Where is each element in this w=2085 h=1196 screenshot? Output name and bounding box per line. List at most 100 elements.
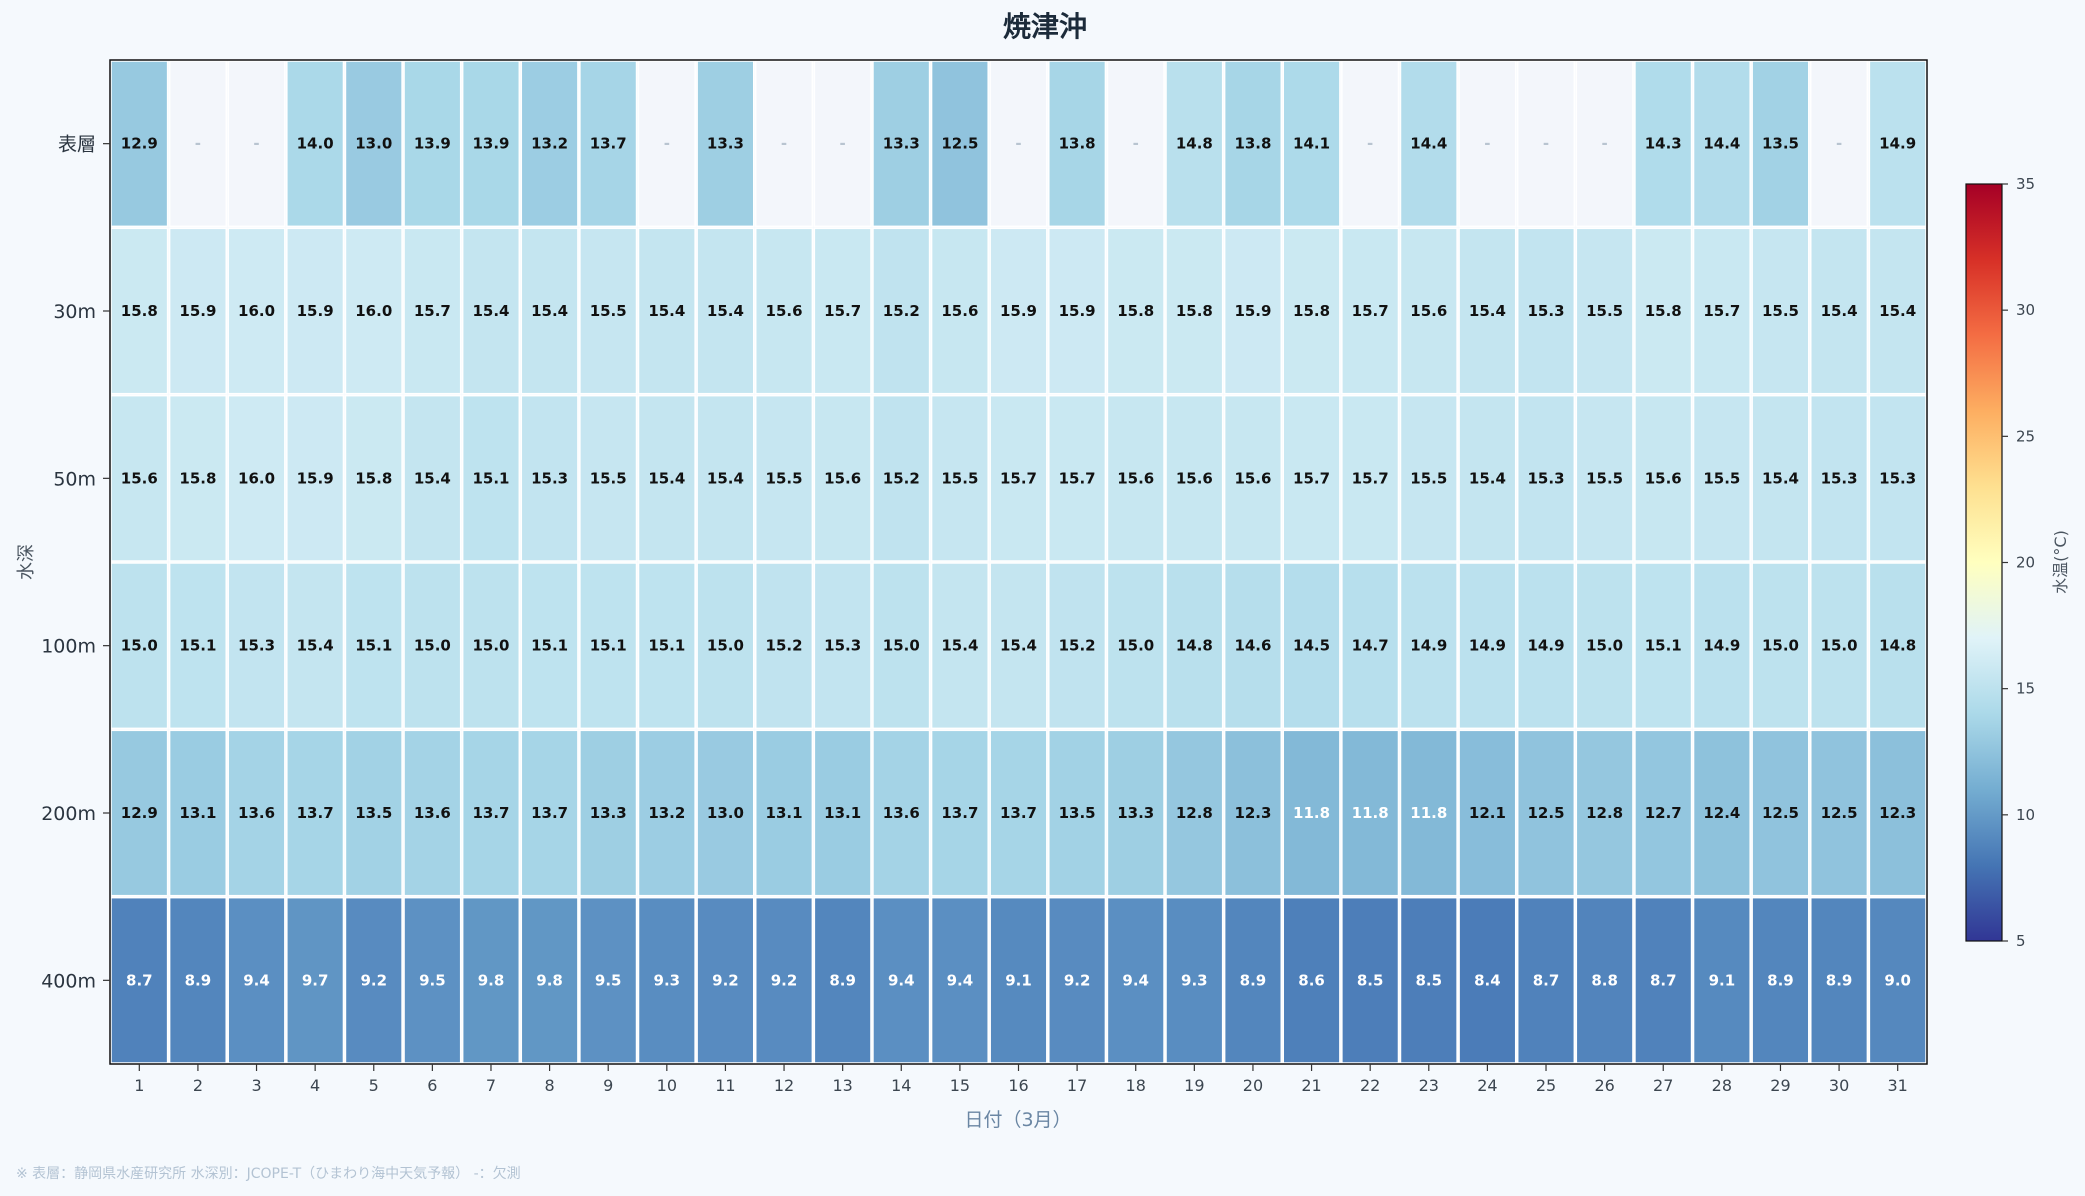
- heatmap-cell: [1516, 562, 1576, 730]
- cell-label: 13.8: [1059, 135, 1096, 153]
- cell-label: 13.3: [707, 135, 744, 153]
- heatmap-cell: [1810, 394, 1869, 562]
- cell-label: 15.6: [1410, 302, 1447, 320]
- cell-label: -: [1836, 135, 1842, 153]
- x-tick-label: 9: [603, 1076, 613, 1095]
- heatmap-cell: [1458, 227, 1517, 395]
- cell-label: 15.3: [238, 637, 275, 655]
- heatmap-cell: [1810, 562, 1869, 730]
- cell-label: 13.2: [531, 135, 568, 153]
- cell-label: 14.4: [1410, 135, 1447, 153]
- cell-label: 15.2: [766, 637, 803, 655]
- heatmap-cell: [1399, 729, 1458, 897]
- heatmap-cell: [168, 562, 227, 730]
- cell-label: 15.4: [1469, 302, 1506, 320]
- heatmap-cell: [1868, 729, 1927, 897]
- heatmap-cell: [1048, 227, 1107, 395]
- cell-label: 13.7: [297, 804, 334, 822]
- heatmap-cell: [579, 394, 638, 562]
- cell-label: -: [1133, 135, 1139, 153]
- cell-label: 15.7: [1059, 469, 1096, 487]
- cell-label: 15.4: [1762, 469, 1799, 487]
- heatmap-cell: [1399, 227, 1458, 395]
- heatmap-cell: [403, 394, 462, 562]
- cell-label: 15.1: [590, 637, 627, 655]
- cell-label: 13.7: [531, 804, 568, 822]
- x-tick-label: 23: [1419, 1076, 1439, 1095]
- heatmap-cell: [1692, 896, 1751, 1064]
- cell-label: 9.5: [419, 971, 446, 989]
- heatmap-cell: [1165, 227, 1224, 395]
- x-tick-label: 20: [1243, 1076, 1263, 1095]
- heatmap-cell: [1048, 60, 1107, 228]
- x-tick-label: 15: [950, 1076, 970, 1095]
- heatmap-cell: [1634, 729, 1693, 897]
- cell-label: 16.0: [355, 302, 392, 320]
- heatmap-cell: [1516, 227, 1576, 395]
- heatmap-cell: [989, 896, 1048, 1064]
- cell-label: 15.6: [1234, 469, 1271, 487]
- colorbar-tick-label: 15: [2016, 680, 2035, 698]
- cell-label: 8.7: [1533, 971, 1560, 989]
- heatmap-cell: [520, 896, 579, 1064]
- cell-label: 15.9: [1000, 302, 1037, 320]
- heatmap-cell: [637, 729, 696, 897]
- heatmap-cell: [1165, 562, 1224, 730]
- cell-label: 8.7: [126, 971, 153, 989]
- heatmap-cell: [872, 60, 931, 228]
- heatmap-cell: [520, 394, 579, 562]
- cell-label: 15.0: [1117, 637, 1154, 655]
- heatmap-cell: [1341, 227, 1400, 395]
- heatmap-cell: [168, 896, 227, 1064]
- heatmap-cell: [1048, 896, 1107, 1064]
- cell-label: 15.3: [1879, 469, 1916, 487]
- heatmap-cell: [813, 394, 872, 562]
- heatmap-cell: [754, 562, 814, 730]
- cell-label: 14.9: [1469, 637, 1506, 655]
- heatmap-cell: [1634, 394, 1693, 562]
- heatmap-cell: [110, 227, 169, 395]
- heatmap-cell: [168, 60, 227, 228]
- heatmap-cell: [989, 729, 1048, 897]
- cell-label: 12.4: [1703, 804, 1740, 822]
- heatmap-cell: [1341, 562, 1400, 730]
- x-ticks: 1 2 3 4 5 6 7 8 9 10 11 12 13 14 15 16 17 18 19 20 21 22 23 24 2…: [134, 1064, 1908, 1095]
- heatmap-cell: [1692, 729, 1751, 897]
- heatmap-cell: [344, 729, 403, 897]
- cell-label: 13.7: [1000, 804, 1037, 822]
- cell-label: 14.8: [1176, 135, 1213, 153]
- colorbar: [1965, 183, 2003, 942]
- cell-label: 13.5: [1059, 804, 1096, 822]
- heatmap-cell: [696, 729, 755, 897]
- cell-label: 15.2: [883, 469, 920, 487]
- heatmap-cell: [1810, 896, 1869, 1064]
- y-tick-label: 表層: [58, 134, 96, 156]
- heatmap-cell: [1048, 562, 1107, 730]
- heatmap-cell: [637, 896, 696, 1064]
- cell-label: 15.0: [883, 637, 920, 655]
- chart-title: 焼津沖: [1003, 10, 1087, 43]
- cell-label: 13.6: [238, 804, 275, 822]
- heatmap-cell: [930, 562, 989, 730]
- cell-label: 14.9: [1410, 637, 1447, 655]
- heatmap-cell: [168, 729, 227, 897]
- cell-label: 12.3: [1234, 804, 1271, 822]
- cell-label: 15.6: [941, 302, 978, 320]
- cell-label: 15.6: [824, 469, 861, 487]
- cell-label: 15.6: [1645, 469, 1682, 487]
- cell-label: 8.9: [185, 971, 212, 989]
- cell-label: 9.2: [771, 971, 798, 989]
- heatmap-cell: [1575, 896, 1634, 1064]
- heatmap-cell: [286, 896, 345, 1064]
- cell-label: 15.4: [297, 637, 334, 655]
- heatmap-cell: [1282, 394, 1341, 562]
- cell-label: -: [1484, 135, 1490, 153]
- heatmap-cell: [227, 896, 286, 1064]
- cell-label: 13.1: [824, 804, 861, 822]
- cell-label: 9.8: [536, 971, 563, 989]
- heatmap-cell: [1751, 896, 1810, 1064]
- heatmap-cell: [1516, 729, 1576, 897]
- cell-label: 15.4: [414, 469, 451, 487]
- cell-label: 15.4: [1879, 302, 1916, 320]
